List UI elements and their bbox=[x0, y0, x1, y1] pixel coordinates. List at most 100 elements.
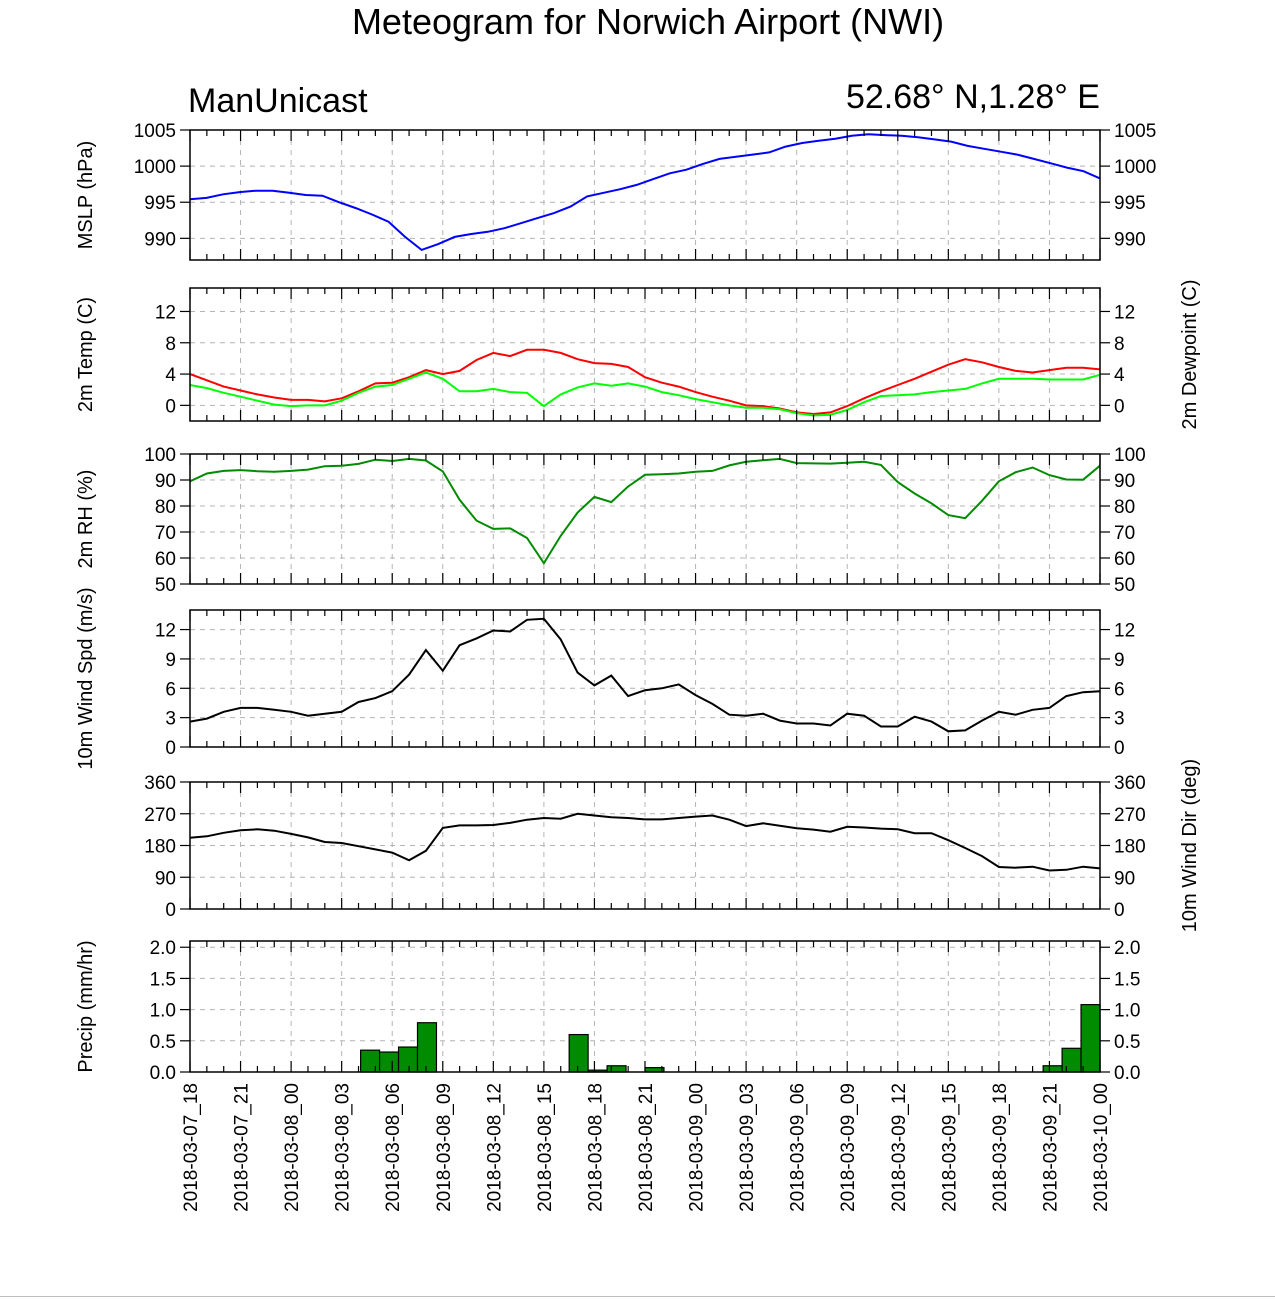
y-tick-label: 180 bbox=[1114, 837, 1146, 858]
y-tick-label: 100 bbox=[144, 445, 176, 466]
y-axis-title-right: 2m Dewpoint (C) bbox=[1179, 279, 1201, 429]
y-tick-label: 80 bbox=[1114, 497, 1135, 518]
y-tick-label: 6 bbox=[1114, 679, 1125, 700]
x-tick-label: 2018-03-08_06 bbox=[383, 1083, 404, 1212]
y-axis-title-right: 10m Wind Dir (deg) bbox=[1179, 759, 1201, 932]
y-tick-label: 3 bbox=[1114, 709, 1125, 730]
y-tick-label: 90 bbox=[155, 471, 176, 492]
y-tick-label: 90 bbox=[155, 868, 176, 889]
y-axis-title: 10m Wind Spd (m/s) bbox=[75, 587, 97, 769]
x-tick-label: 2018-03-08_21 bbox=[636, 1083, 657, 1212]
y-tick-label: 1005 bbox=[134, 121, 176, 142]
y-tick-label: 4 bbox=[1114, 365, 1125, 386]
y-tick-label: 70 bbox=[155, 523, 176, 544]
y-tick-label: 9 bbox=[1114, 650, 1125, 671]
series-line bbox=[189, 457, 1101, 566]
y-tick-label: 1000 bbox=[1114, 157, 1156, 178]
y-tick-label: 4 bbox=[165, 365, 176, 386]
y-axis-title: MSLP (hPa) bbox=[75, 141, 97, 250]
x-tick-label: 2018-03-08_03 bbox=[333, 1083, 354, 1212]
panel-2: 0 0 4 4 8 8 12 12 2m Temp (C) 2m Dewpoint (C) bbox=[75, 279, 1201, 429]
page-divider bbox=[0, 1296, 1275, 1297]
y-axis-title: Precip (mm/hr) bbox=[75, 940, 97, 1072]
model-name: ManUnicast bbox=[188, 82, 368, 120]
y-tick-label: 8 bbox=[1114, 334, 1125, 355]
x-tick-label: 2018-03-08_09 bbox=[434, 1083, 455, 1212]
panel-1: 990 990 995 995 1000 1000 1005 1005 MSLP (hPa) bbox=[75, 121, 1156, 261]
x-tick-label: 2018-03-07_18 bbox=[181, 1083, 202, 1212]
y-tick-label: 1.0 bbox=[150, 1001, 176, 1022]
y-tick-label: 70 bbox=[1114, 523, 1135, 544]
y-tick-label: 90 bbox=[1114, 868, 1135, 889]
panel-4: 0 0 3 3 6 6 9 9 12 12 10m Wind Spd (m/s) bbox=[75, 587, 1135, 769]
y-tick-label: 0 bbox=[165, 396, 176, 417]
y-tick-label: 2.0 bbox=[150, 938, 176, 959]
y-tick-label: 0 bbox=[1114, 396, 1125, 417]
precip-bar bbox=[1042, 1065, 1063, 1073]
x-tick-label: 2018-03-09_00 bbox=[687, 1083, 708, 1212]
panel-3: 50 50 60 60 70 70 80 80 90 90 100 100 2m RH (%) bbox=[75, 445, 1146, 596]
x-tick-label: 2018-03-09_18 bbox=[990, 1083, 1011, 1212]
y-tick-label: 1.0 bbox=[1114, 1001, 1140, 1022]
precip-bar bbox=[606, 1065, 627, 1073]
y-tick-label: 0.5 bbox=[150, 1032, 176, 1053]
x-tick-label: 2018-03-08_12 bbox=[484, 1083, 505, 1212]
y-tick-label: 990 bbox=[1114, 229, 1146, 250]
y-tick-label: 0 bbox=[1114, 900, 1125, 921]
precip-bar bbox=[360, 1049, 381, 1073]
y-tick-label: 360 bbox=[1114, 773, 1146, 794]
y-tick-label: 270 bbox=[144, 805, 176, 826]
y-tick-label: 50 bbox=[1114, 575, 1135, 596]
x-axis-labels: 2018-03-07_18 2018-03-07_21 2018-03-08_00 2… bbox=[181, 1083, 1112, 1212]
y-tick-label: 6 bbox=[165, 679, 176, 700]
y-tick-label: 12 bbox=[1114, 621, 1135, 642]
y-tick-label: 180 bbox=[144, 837, 176, 858]
precip-bar bbox=[397, 1046, 419, 1073]
x-tick-label: 2018-03-09_09 bbox=[838, 1083, 859, 1212]
y-tick-label: 0 bbox=[165, 738, 176, 759]
x-tick-label: 2018-03-07_21 bbox=[232, 1083, 253, 1212]
station-coordinates: 52.68° N,1.28° E bbox=[846, 78, 1100, 116]
x-tick-label: 2018-03-08_15 bbox=[535, 1083, 556, 1212]
precip-bar bbox=[1061, 1047, 1082, 1073]
y-tick-label: 990 bbox=[144, 229, 176, 250]
x-tick-label: 2018-03-09_21 bbox=[1040, 1083, 1061, 1212]
precip-bar bbox=[568, 1033, 589, 1073]
y-tick-label: 9 bbox=[165, 650, 176, 671]
y-tick-label: 995 bbox=[144, 193, 176, 214]
x-tick-label: 2018-03-08_18 bbox=[585, 1083, 606, 1212]
y-tick-label: 1.5 bbox=[1114, 969, 1140, 990]
x-tick-label: 2018-03-09_15 bbox=[939, 1083, 960, 1212]
y-tick-label: 1005 bbox=[1114, 121, 1156, 142]
y-tick-label: 50 bbox=[155, 575, 176, 596]
y-tick-label: 0.0 bbox=[150, 1063, 176, 1084]
precip-bar bbox=[378, 1051, 400, 1073]
x-tick-label: 2018-03-10_00 bbox=[1091, 1083, 1112, 1212]
y-tick-label: 100 bbox=[1114, 445, 1146, 466]
x-tick-label: 2018-03-09_06 bbox=[788, 1083, 809, 1212]
y-tick-label: 995 bbox=[1114, 193, 1146, 214]
precip-bar bbox=[416, 1022, 438, 1073]
y-tick-label: 0.0 bbox=[1114, 1063, 1140, 1084]
y-tick-label: 60 bbox=[155, 549, 176, 570]
y-tick-label: 0 bbox=[1114, 738, 1125, 759]
y-tick-label: 360 bbox=[144, 773, 176, 794]
y-tick-label: 12 bbox=[155, 302, 176, 323]
y-tick-label: 60 bbox=[1114, 549, 1135, 570]
y-tick-label: 12 bbox=[155, 621, 176, 642]
y-tick-label: 12 bbox=[1114, 302, 1135, 323]
precip-bar bbox=[1080, 1004, 1101, 1073]
series-line bbox=[189, 617, 1101, 733]
y-tick-label: 80 bbox=[155, 497, 176, 518]
series-line bbox=[189, 371, 1101, 417]
y-axis-title: 2m Temp (C) bbox=[75, 297, 97, 412]
panel-5: 0 0 90 90 180 180 270 270 360 360 10m Wind Dir (de… bbox=[144, 759, 1201, 932]
chart-title: Meteogram for Norwich Airport (NWI) bbox=[352, 1, 944, 42]
series-line bbox=[189, 812, 1101, 872]
series-line bbox=[189, 133, 1101, 252]
x-tick-label: 2018-03-08_00 bbox=[282, 1083, 303, 1212]
y-tick-label: 90 bbox=[1114, 471, 1135, 492]
y-tick-label: 270 bbox=[1114, 805, 1146, 826]
